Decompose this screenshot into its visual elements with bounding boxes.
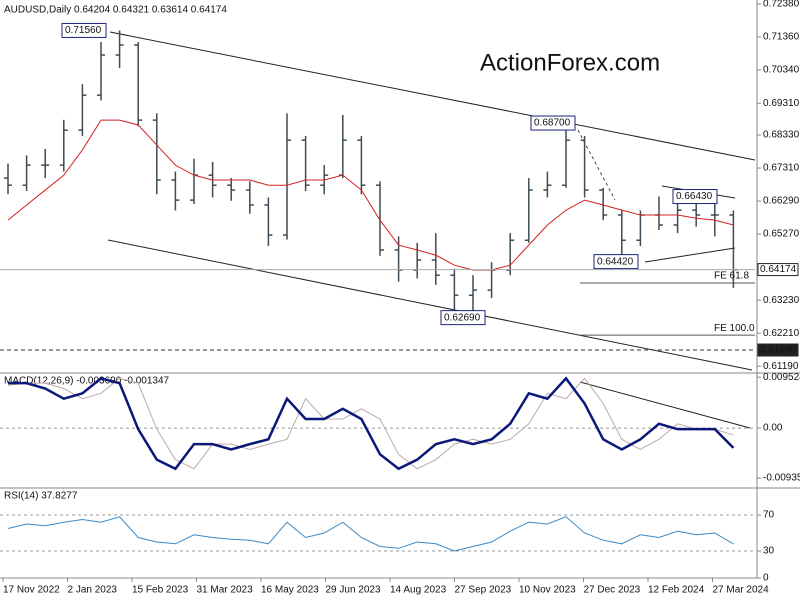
x-tick-label: 17 Nov 2022 (3, 585, 60, 596)
watermark: ActionForex.com (480, 49, 660, 76)
macd-line (8, 376, 735, 471)
y-tick-label: 70 (763, 510, 775, 521)
y-tick-label: 0.70340 (763, 65, 800, 76)
x-tick-label: 12 Feb 2024 (648, 585, 705, 596)
moving-average (7, 119, 734, 271)
x-tick-label: 10 Nov 2023 (519, 585, 576, 596)
x-tick-label: 15 Feb 2023 (132, 585, 189, 596)
annotation-label: 0.62690 (444, 312, 481, 323)
y-tick-label: 0.68330 (763, 130, 800, 141)
annotation-label: 0.66430 (676, 191, 713, 202)
y-tick-label: 0 (763, 573, 769, 584)
annotation-box (61, 22, 107, 38)
x-tick-label: 27 Dec 2023 (584, 585, 641, 596)
x-tick-label: 29 Jun 2023 (326, 585, 381, 596)
annotation-label: 0.71560 (65, 25, 102, 36)
y-tick-label: 0.00 (763, 423, 783, 434)
price-tag-label: 0.61690 (760, 345, 797, 356)
y-tick-label: -0.00935 (763, 473, 800, 484)
y-tick-label: 0.009524 (763, 372, 800, 383)
channel-line (107, 239, 753, 371)
fe-label: FE 61.8 (714, 271, 749, 282)
y-tick-label: 0.63230 (763, 295, 800, 306)
fe-label: FE 100.0 (714, 323, 755, 334)
price-tag (757, 343, 799, 357)
annotation-label: 0.68700 (534, 118, 571, 129)
macd-title: MACD(12,26,9) -0.003690 -0.001347 (4, 376, 170, 387)
y-tick-label: 30 (763, 546, 775, 557)
annotation-box (440, 310, 486, 326)
rsi-title: RSI(14) 37.8277 (4, 491, 78, 502)
annotation-label: 0.64420 (597, 256, 634, 267)
rsi-line (7, 516, 734, 552)
annotation-box (672, 189, 718, 205)
price-tag-label: 0.64174 (760, 264, 797, 275)
x-tick-label: 27 Sep 2023 (455, 585, 512, 596)
x-tick-label: 14 Aug 2023 (390, 585, 447, 596)
x-tick-label: 16 May 2023 (261, 585, 319, 596)
signal-line (7, 377, 734, 470)
chart-title: AUDUSD,Daily 0.64204 0.64321 0.63614 0.6… (4, 5, 227, 16)
y-tick-label: 0.69310 (763, 98, 800, 109)
y-tick-label: 0.65270 (763, 229, 800, 240)
y-tick-label: 0.67310 (763, 163, 800, 174)
y-tick-label: 0.71360 (763, 32, 800, 43)
x-tick-label: 31 Mar 2023 (197, 585, 254, 596)
triangle-line (644, 247, 736, 263)
annotation-box (593, 254, 639, 270)
y-tick-label: 0.61190 (763, 361, 799, 372)
x-tick-label: 27 Mar 2024 (713, 585, 770, 596)
price-tag (757, 263, 799, 277)
annotation-box (530, 115, 576, 131)
y-tick-label: 0.62210 (763, 328, 800, 339)
y-tick-label: 0.66290 (763, 196, 800, 207)
channel-line (109, 31, 756, 161)
macd-trend-line (579, 381, 751, 429)
y-tick-label: 0.72380 (763, 0, 800, 10)
x-tick-label: 2 Jan 2023 (68, 585, 118, 596)
